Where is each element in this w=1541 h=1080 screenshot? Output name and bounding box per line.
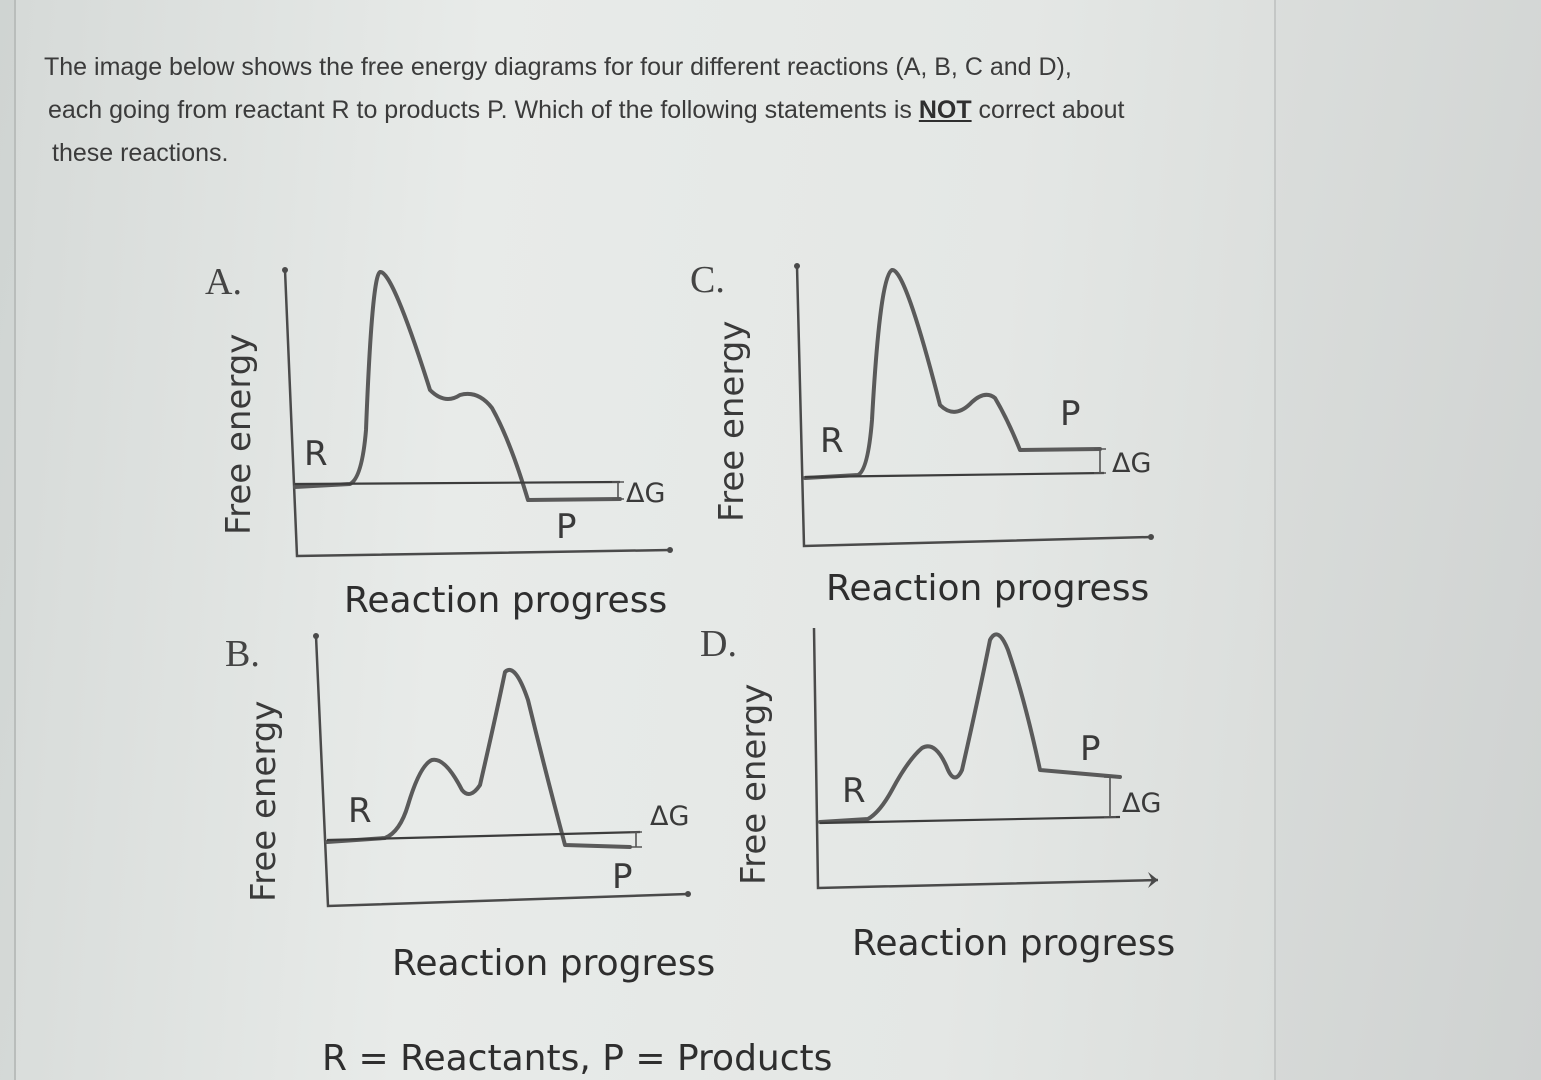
panel-a-x-axis-tip (667, 547, 673, 553)
panel-a-delta-g-bracket (612, 481, 624, 500)
panel-c-delta-g-bracket (1094, 448, 1106, 474)
panel-d-axes (812, 627, 1159, 890)
panel-b-letter: B. (225, 633, 260, 675)
panel-c-y-axis-label: Free energy (712, 321, 752, 522)
panel-d-delta-g-label: ΔG (1122, 788, 1161, 819)
panel-b-axes (314, 635, 689, 908)
panel-d-reactant-label: R (842, 771, 866, 811)
panel-b-y-axis-tip (313, 633, 319, 639)
panel-d-delta-g-bracket (1104, 776, 1116, 818)
panel-a-letter: A. (205, 261, 242, 303)
panel-d-y-axis-label: Free energy (734, 684, 774, 885)
panel-c-x-axis-tip (1148, 534, 1154, 540)
legend-text: R = Reactants, P = Products (322, 1038, 832, 1079)
panel-a-axes (283, 269, 671, 558)
question-text: The image below shows the free energy di… (44, 46, 1244, 175)
question-line-2-start: each going from reactant R to products P… (48, 96, 919, 124)
panel-d-product-label: P (1080, 729, 1101, 769)
panel-c-product-label: P (1060, 394, 1081, 434)
panel-a: A. Free energy R P ΔG Reaction progress (205, 261, 673, 621)
panel-b-x-axis-tip (685, 891, 691, 897)
panel-a-delta-g-label: ΔG (626, 478, 665, 509)
panel-d-x-axis-arrow (1148, 872, 1158, 888)
panel-c-delta-g-label: ΔG (1112, 448, 1151, 479)
panel-a-product-label: P (556, 507, 577, 547)
question-line-1: The image below shows the free energy di… (44, 53, 1072, 81)
panel-a-energy-curve (293, 270, 622, 502)
question-line-3: these reactions. (52, 139, 229, 167)
panel-b-delta-g-bracket (630, 831, 642, 848)
panel-b-reactant-label: R (348, 791, 372, 831)
panel-a-y-axis-label: Free energy (219, 334, 259, 535)
panel-d-x-axis-label: Reaction progress (852, 923, 1175, 964)
panel-d-energy-curve (818, 632, 1122, 824)
panel-b-energy-curve (325, 668, 632, 849)
panel-c-axes (795, 265, 1152, 548)
panel-c-y-axis-tip (794, 263, 800, 269)
question-line-2-end: correct about (971, 96, 1125, 124)
panel-c: C. Free energy R P ΔG Reaction progress (690, 259, 1154, 609)
panel-c-reactant-level (804, 471, 1105, 479)
panel-c-x-axis-label: Reaction progress (826, 568, 1149, 609)
panel-b-product-label: P (612, 857, 633, 897)
panel-b-x-axis-label: Reaction progress (392, 943, 715, 984)
panel-d-reactant-level (819, 815, 1121, 825)
panel-a-reactant-label: R (304, 434, 328, 474)
panel-b-reactant-level (326, 830, 641, 842)
panel-b-delta-g-label: ΔG (650, 801, 689, 832)
panel-d-letter: D. (700, 623, 737, 665)
panel-c-letter: C. (690, 259, 725, 301)
panel-c-reactant-label: R (820, 421, 844, 461)
panel-a-reactant-level (294, 480, 621, 486)
panel-a-x-axis-label: Reaction progress (344, 580, 667, 621)
panel-b-y-axis-label: Free energy (244, 701, 284, 902)
panel-a-y-axis-tip (282, 267, 288, 273)
question-line-2: each going from reactant R to products P… (44, 89, 1244, 132)
panel-b: B. Free energy R P ΔG Reaction progress (225, 633, 715, 984)
panel-d: D. Free energy R P ΔG Reaction progress (700, 623, 1175, 964)
panel-c-energy-curve (803, 268, 1102, 480)
not-emphasis: NOT (918, 96, 972, 124)
